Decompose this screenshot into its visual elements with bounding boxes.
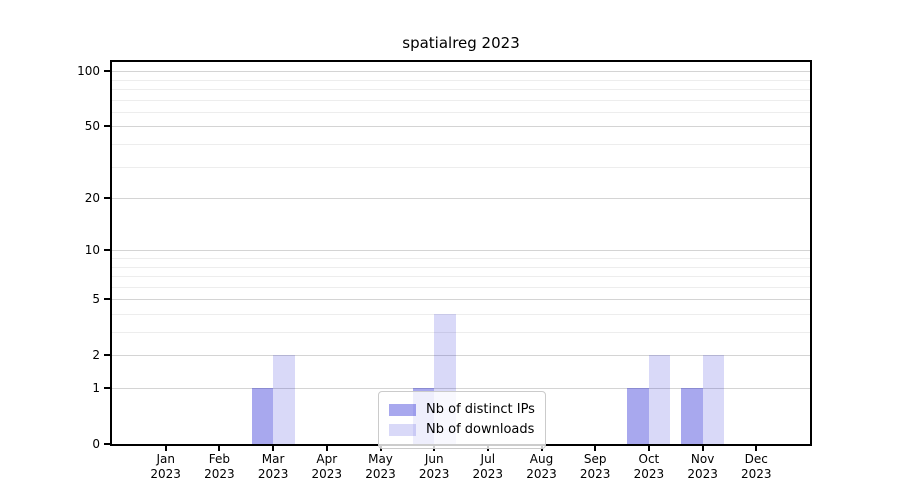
x-tick-label-may: May 2023: [365, 452, 396, 481]
bar-mar-ips: [251, 388, 274, 444]
x-tick-label-aug: Aug 2023: [526, 452, 557, 481]
plot-area: [112, 62, 810, 444]
y-tick-mark: [104, 298, 110, 301]
y-tick-label: 10: [84, 243, 100, 258]
y-tick-label: 100: [77, 64, 100, 79]
x-tick-label-mar: Mar 2023: [257, 452, 289, 481]
y-tick-label: 5: [92, 292, 100, 307]
gridline-major: [112, 299, 810, 301]
y-tick-mark: [104, 249, 110, 252]
bar-oct-ips: [627, 388, 649, 444]
gridline-minor: [112, 79, 810, 81]
x-tick-mark: [755, 446, 758, 451]
gridline-minor: [112, 111, 810, 113]
y-tick-mark: [104, 125, 110, 128]
y-tick-mark: [104, 387, 110, 389]
x-tick-label-nov: Nov 2023: [687, 452, 718, 481]
legend-label-distinct-ips: Nb of distinct IPs: [426, 402, 535, 417]
x-tick-mark: [594, 446, 597, 451]
chart-title: spatialreg 2023: [402, 34, 520, 52]
legend-swatch-downloads-icon: [389, 423, 416, 436]
x-tick-mark: [647, 446, 650, 451]
gridline-major: [112, 126, 810, 128]
gridline-major: [112, 388, 810, 389]
legend-item-distinct-ips: Nb of distinct IPs: [389, 401, 535, 418]
right-spine: [810, 60, 812, 446]
y-tick-mark: [104, 354, 110, 357]
x-tick-label-dec: Dec 2023: [741, 452, 772, 481]
gridline-minor: [112, 314, 810, 315]
x-tick-mark: [272, 446, 275, 451]
x-tick-label-jun: Jun 2023: [418, 452, 450, 481]
x-tick-label-jan: Jan 2023: [150, 452, 181, 481]
bar-oct-downloads: [648, 355, 671, 444]
x-tick-label-feb: Feb 2023: [204, 452, 235, 481]
gridline-major: [112, 250, 810, 252]
gridline-minor: [112, 276, 810, 277]
legend-item-downloads: Nb of downloads: [389, 421, 535, 438]
x-tick-mark: [218, 446, 221, 451]
top-spine: [110, 60, 812, 62]
y-tick-label: 50: [84, 119, 100, 134]
gridline-minor: [112, 258, 810, 259]
x-tick-mark: [164, 446, 167, 451]
y-tick-mark: [104, 70, 110, 73]
gridline-minor: [112, 332, 810, 333]
y-tick-label: 20: [84, 191, 100, 206]
gridline-minor: [112, 266, 810, 268]
legend-label-downloads: Nb of downloads: [426, 422, 535, 437]
gridline-minor: [112, 89, 810, 90]
legend: Nb of distinct IPs Nb of downloads: [378, 391, 546, 449]
legend-swatch-distinct-ips-icon: [389, 403, 416, 416]
y-tick-label: 0: [92, 437, 100, 451]
x-tick-mark: [701, 446, 704, 451]
gridline-minor: [112, 166, 810, 168]
bar-nov-ips: [681, 388, 703, 444]
gridline-major: [112, 355, 810, 357]
x-tick-label-oct: Oct 2023: [633, 452, 665, 481]
gridline-minor: [112, 99, 810, 101]
y-tick-label: 2: [92, 348, 100, 363]
x-tick-label-sep: Sep 2023: [579, 452, 611, 481]
gridline-minor: [112, 286, 810, 288]
gridline-major: [112, 71, 810, 73]
gridline-major: [112, 198, 810, 200]
y-tick-mark: [104, 443, 110, 445]
x-tick-label-jul: Jul 2023: [472, 452, 504, 481]
left-spine: [110, 60, 112, 446]
y-tick-label: 1: [92, 381, 100, 395]
y-tick-mark: [104, 197, 110, 200]
x-tick-mark: [325, 446, 328, 451]
bar-mar-downloads: [273, 355, 295, 444]
gridline-minor: [112, 144, 810, 145]
bar-nov-downloads: [702, 355, 725, 444]
x-tick-label-apr: Apr 2023: [311, 452, 343, 481]
